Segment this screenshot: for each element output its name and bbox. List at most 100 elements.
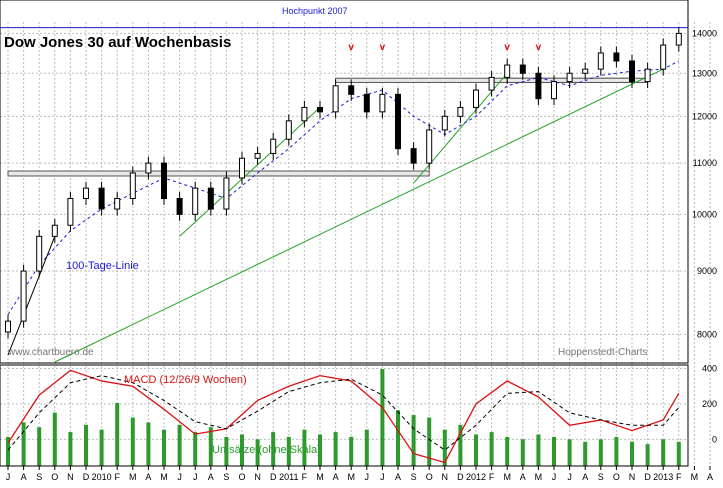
indicator-frame <box>0 364 689 467</box>
x-tick-label: A <box>707 472 713 482</box>
volume-bar <box>661 439 666 466</box>
volume-bar <box>676 441 681 466</box>
x-tick-label: O <box>238 472 245 482</box>
volume-bar <box>630 441 634 466</box>
x-tick-label: A <box>21 472 27 482</box>
candle-body <box>239 157 245 179</box>
candle-body <box>551 81 557 100</box>
x-tick-label: O <box>51 472 58 482</box>
candle-body <box>473 89 479 108</box>
x-tick-label: M <box>535 472 543 482</box>
candle-body <box>613 52 620 62</box>
x-tick-label: A <box>582 472 588 482</box>
volume-bar <box>567 439 572 466</box>
x-tick-label: F <box>114 472 120 482</box>
macd-line <box>7 369 680 464</box>
resistance-band <box>7 170 430 177</box>
signal-line <box>7 375 680 451</box>
candle-body <box>129 172 136 199</box>
x-tick-label: F <box>489 472 495 482</box>
price-tick-label: 13000 <box>692 68 717 78</box>
candle-body <box>270 138 277 154</box>
candle-body <box>83 187 89 199</box>
x-tick-label: D <box>644 472 651 482</box>
volume-bar <box>240 434 244 466</box>
volume-bar <box>489 432 494 466</box>
sell-marker: v <box>348 42 354 53</box>
x-tick-label: N <box>442 472 449 482</box>
volume-bar <box>115 402 120 466</box>
candle-body <box>207 187 214 210</box>
candle-body <box>332 85 339 113</box>
volume-bar <box>427 417 432 466</box>
volume-bar <box>474 434 478 466</box>
candle-body <box>317 106 323 113</box>
x-tick-label: M <box>503 472 511 482</box>
volume-bar <box>193 432 198 466</box>
candle-body <box>441 115 448 131</box>
candle-body <box>535 72 542 100</box>
candle-body <box>488 76 495 91</box>
x-tick-label: M <box>129 472 137 482</box>
candle-body <box>426 129 433 164</box>
x-tick-label: J <box>6 472 11 482</box>
candle-body <box>223 177 230 210</box>
volume-bar <box>224 436 229 466</box>
candle-body <box>582 68 589 74</box>
x-tick-label: A <box>333 472 339 482</box>
x-tick-label: J <box>552 472 557 482</box>
volume-bar <box>84 424 88 466</box>
volume-bar <box>458 424 463 466</box>
macd-tick-label: 200 <box>702 399 717 409</box>
candle-body <box>410 148 417 164</box>
candle-body <box>5 320 11 333</box>
x-tick-label: S <box>598 472 604 482</box>
candle-body <box>675 32 682 46</box>
volume-bar <box>349 436 354 466</box>
volume-bar <box>99 429 104 466</box>
candle-body <box>660 44 667 70</box>
x-tick-label: 2010 <box>92 472 112 482</box>
x-tick-label: J <box>177 472 182 482</box>
x-tick-label: 2013 <box>653 472 673 482</box>
x-tick-label: N <box>67 472 74 482</box>
candle-body <box>566 72 573 83</box>
text-layer: Dow Jones 30 auf Wochenbasis Hochpunkt 2… <box>4 6 648 456</box>
volume-bar <box>52 412 57 466</box>
candle-body <box>161 162 167 199</box>
x-tick-label: O <box>426 472 433 482</box>
trendline <box>54 68 664 363</box>
volume-bar <box>598 439 603 466</box>
x-tick-label: D <box>270 472 277 482</box>
volume-bar <box>21 422 26 466</box>
candle-body <box>192 187 199 215</box>
price-tick-label: 8000 <box>697 329 717 339</box>
candle-body <box>114 197 121 210</box>
volume-bar <box>255 439 260 466</box>
candle-body <box>176 197 183 215</box>
indicator-panel <box>6 369 681 466</box>
x-tick-label: S <box>411 472 417 482</box>
x-tick-label: S <box>36 472 42 482</box>
x-tick-label: N <box>254 472 261 482</box>
x-tick-label: J <box>365 472 370 482</box>
macd-label: MACD (12/26/9 Wochen) <box>124 374 247 386</box>
volume-bar <box>645 444 650 466</box>
candle-body <box>348 85 355 95</box>
x-tick-label: 2011 <box>279 472 298 482</box>
x-tick-label: 2012 <box>466 472 486 482</box>
candle-body <box>51 224 58 237</box>
chart-title: Dow Jones 30 auf Wochenbasis <box>4 34 231 51</box>
price-tick-label: 12000 <box>692 111 717 121</box>
candle-body <box>519 64 526 74</box>
volume-bar <box>177 424 182 466</box>
volume-bar <box>6 436 10 466</box>
candle-body <box>629 60 635 83</box>
volume-bar <box>614 436 619 466</box>
candle-body <box>504 64 511 78</box>
macd-tick-label: 400 <box>702 364 717 374</box>
candle-body <box>597 52 604 70</box>
trendline <box>7 236 56 356</box>
candle-body <box>644 68 651 83</box>
